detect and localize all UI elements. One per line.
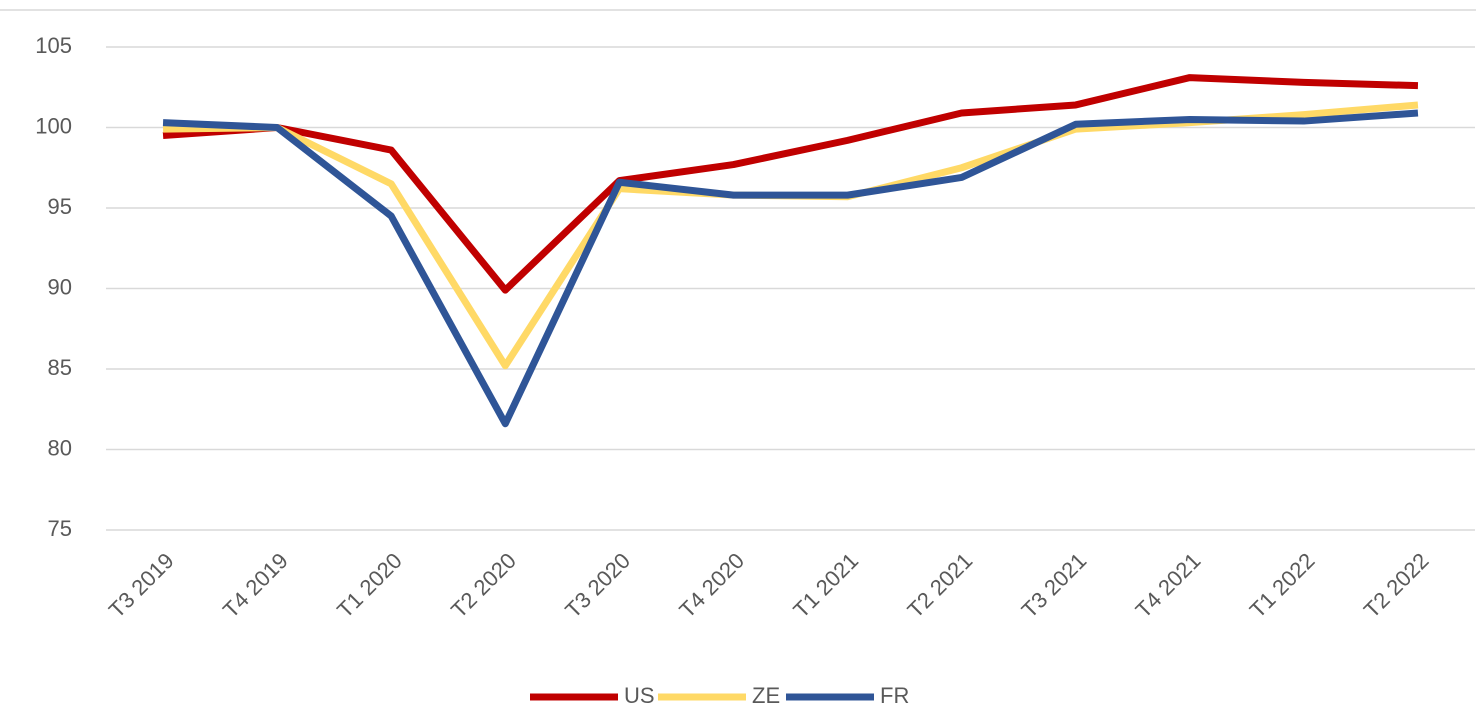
y-tick-label: 105 <box>35 33 72 58</box>
x-tick-label: T4 2019 <box>218 548 293 623</box>
y-tick-label: 80 <box>48 435 72 460</box>
series-line <box>162 74 1419 294</box>
x-tick-label: T2 2020 <box>446 548 521 623</box>
x-tick-label: T3 2019 <box>104 548 179 623</box>
x-tick-label: T4 2020 <box>674 548 749 623</box>
legend-label: US <box>624 683 655 708</box>
x-tick-label: T1 2021 <box>788 548 863 623</box>
legend-label: FR <box>880 683 909 708</box>
series-line <box>162 109 1419 428</box>
x-tick-label: T1 2022 <box>1245 548 1320 623</box>
x-tick-label: T4 2021 <box>1131 548 1206 623</box>
y-tick-label: 90 <box>48 274 72 299</box>
y-tick-label: 95 <box>48 194 72 219</box>
y-tick-label: 75 <box>48 516 72 541</box>
x-tick-label: T2 2022 <box>1359 548 1434 623</box>
x-tick-label: T1 2020 <box>332 548 407 623</box>
x-tick-label: T2 2021 <box>903 548 978 623</box>
y-tick-label: 100 <box>35 113 72 138</box>
x-tick-label: T3 2020 <box>560 548 635 623</box>
y-tick-label: 85 <box>48 355 72 380</box>
legend-label: ZE <box>752 683 780 708</box>
x-tick-label: T3 2021 <box>1017 548 1092 623</box>
